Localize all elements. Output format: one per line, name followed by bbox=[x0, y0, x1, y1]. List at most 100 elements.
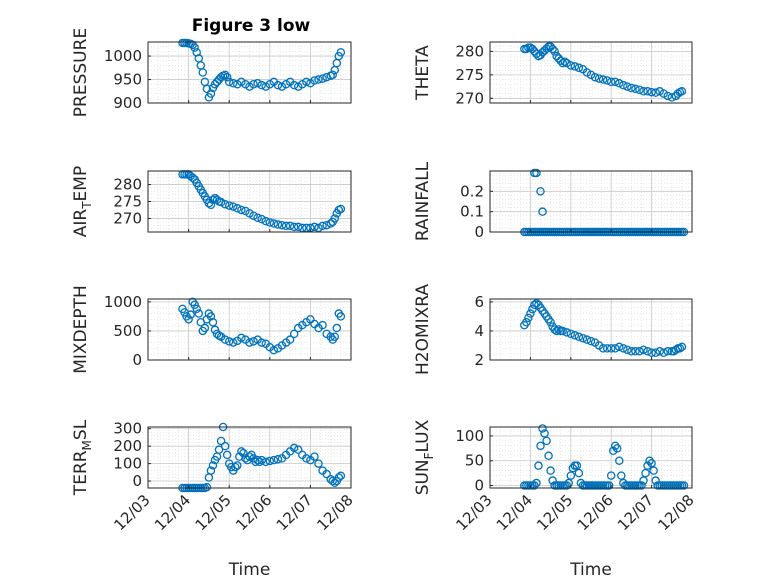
data-point bbox=[206, 312, 216, 321]
data-point bbox=[253, 455, 262, 465]
data-point bbox=[623, 345, 632, 355]
data-point bbox=[602, 344, 612, 353]
data-point bbox=[631, 347, 640, 356]
data-point bbox=[302, 77, 311, 87]
data-point bbox=[220, 441, 230, 451]
data-point bbox=[289, 443, 299, 453]
data-point bbox=[647, 87, 656, 97]
data-point bbox=[224, 201, 234, 210]
data-point bbox=[285, 221, 295, 231]
y-axis-label: AIRTEMP bbox=[71, 166, 94, 237]
data-point bbox=[532, 49, 541, 58]
y-tick-label: 0 bbox=[132, 472, 142, 490]
data-point bbox=[522, 44, 531, 54]
data-point bbox=[566, 329, 576, 339]
x-tick-label: 12/08 bbox=[654, 491, 697, 534]
subplot-pressure: 900 950 1000 PRESSURE bbox=[71, 28, 352, 117]
y-tick-label: 275 bbox=[113, 193, 142, 211]
y-axis-label: RAINFALL bbox=[413, 161, 433, 241]
data-point bbox=[224, 337, 234, 346]
data-point bbox=[202, 482, 212, 492]
y-tick-label: 4 bbox=[474, 322, 484, 340]
data-point bbox=[534, 461, 543, 470]
data-point bbox=[637, 481, 646, 490]
y-tick-label: 280 bbox=[113, 176, 142, 194]
y-tick-label: 500 bbox=[113, 322, 142, 340]
data-point bbox=[606, 344, 616, 353]
y-axis-label: PRESSURE bbox=[71, 28, 91, 117]
data-point bbox=[184, 315, 193, 324]
x-tick-label: 12/06 bbox=[232, 491, 275, 534]
data-point bbox=[277, 220, 287, 230]
x-tick-label: 12/03 bbox=[110, 491, 153, 534]
y-tick-label: 6 bbox=[474, 293, 484, 311]
data-point bbox=[544, 451, 553, 461]
data-point bbox=[610, 344, 620, 353]
data-point bbox=[635, 85, 644, 95]
data-point bbox=[594, 74, 604, 83]
y-tick-label: 950 bbox=[113, 71, 142, 89]
data-point bbox=[538, 424, 547, 433]
data-point bbox=[548, 44, 557, 54]
x-tick-label: 12/04 bbox=[493, 491, 536, 534]
data-point bbox=[574, 468, 584, 478]
data-point bbox=[328, 70, 337, 80]
data-point bbox=[293, 222, 303, 232]
data-point bbox=[241, 454, 250, 463]
data-point bbox=[208, 195, 218, 205]
data-point bbox=[528, 304, 537, 314]
x-tick-label: 12/05 bbox=[533, 491, 576, 534]
data-point bbox=[281, 221, 291, 231]
data-point bbox=[330, 214, 340, 223]
data-point bbox=[269, 455, 279, 465]
y-axis-label: H2OMIXRA bbox=[413, 284, 433, 375]
x-tick-label: 12/04 bbox=[151, 491, 194, 534]
data-point bbox=[253, 79, 262, 88]
series-mixdepth bbox=[178, 297, 346, 355]
data-point bbox=[257, 338, 266, 347]
data-point bbox=[220, 335, 230, 344]
data-point bbox=[536, 187, 545, 196]
y-axis-label: MIXDEPTH bbox=[71, 285, 91, 374]
y-tick-label: 280 bbox=[455, 42, 484, 60]
data-point bbox=[602, 76, 612, 85]
data-point bbox=[192, 304, 201, 314]
data-point bbox=[566, 61, 576, 70]
data-point bbox=[552, 326, 561, 336]
data-point bbox=[314, 459, 323, 468]
data-point bbox=[220, 199, 230, 209]
data-point bbox=[677, 87, 687, 96]
subplot-rainfall: 0 0.1 0.2 RAINFALL bbox=[413, 161, 693, 241]
data-point bbox=[261, 457, 270, 467]
data-point bbox=[188, 173, 197, 183]
data-point bbox=[190, 300, 199, 310]
y-tick-label: 275 bbox=[455, 66, 484, 84]
data-point bbox=[229, 79, 238, 88]
x-tick-label: 12/08 bbox=[313, 491, 356, 534]
data-point bbox=[330, 478, 340, 488]
data-point bbox=[538, 207, 547, 216]
y-tick-label: 1000 bbox=[104, 293, 142, 311]
data-point bbox=[560, 57, 569, 66]
data-point bbox=[536, 441, 545, 451]
y-axis-label: THETA bbox=[413, 45, 433, 101]
subplot-theta: 270 275 280 THETA bbox=[413, 41, 693, 107]
data-point bbox=[572, 461, 582, 470]
data-point bbox=[651, 476, 660, 485]
data-point bbox=[229, 338, 238, 347]
data-point bbox=[251, 457, 260, 467]
data-point bbox=[257, 214, 266, 224]
data-point bbox=[635, 347, 644, 356]
data-point bbox=[216, 436, 226, 446]
data-point bbox=[615, 79, 624, 88]
data-point bbox=[558, 58, 567, 68]
data-point bbox=[265, 456, 275, 466]
data-point bbox=[550, 47, 559, 56]
data-point bbox=[249, 337, 258, 346]
data-point bbox=[257, 455, 266, 465]
data-point bbox=[546, 466, 555, 475]
data-point bbox=[615, 456, 624, 465]
data-point bbox=[540, 429, 549, 438]
data-point bbox=[269, 219, 279, 228]
